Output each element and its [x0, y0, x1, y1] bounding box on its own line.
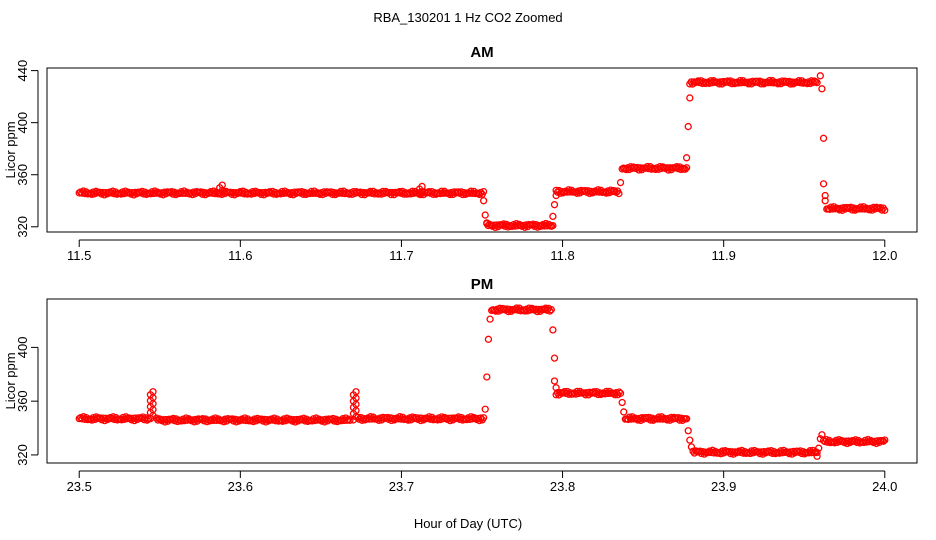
data-point	[813, 448, 821, 457]
y-axis-label: Licor ppm	[3, 121, 18, 178]
data-point	[816, 435, 824, 443]
data-point	[352, 388, 360, 396]
data-point	[484, 335, 493, 343]
x-tick-label: 12.0	[872, 248, 897, 263]
data-point	[686, 436, 694, 444]
x-tick-label: 11.6	[228, 248, 252, 263]
data-point	[821, 191, 829, 200]
data-point	[550, 201, 559, 209]
x-tick-label: 11.7	[389, 248, 413, 263]
data-point	[483, 373, 491, 381]
x-tick-label: 23.7	[389, 479, 414, 494]
data-point	[549, 326, 557, 334]
data-point	[616, 389, 625, 397]
data-point	[682, 164, 691, 172]
data-point	[684, 122, 692, 131]
data-point	[479, 197, 488, 205]
data-point	[681, 165, 689, 173]
y-tick-label: 400	[15, 337, 30, 359]
data-point	[815, 444, 823, 452]
data-point	[550, 377, 559, 385]
data-point	[620, 408, 628, 416]
data-point	[615, 388, 623, 396]
x-tick-label: 11.9	[711, 248, 735, 263]
y-axis: 320 360 400	[15, 337, 39, 466]
data-point	[481, 211, 489, 219]
y-tick-label: 400	[15, 112, 30, 134]
x-tick-label: 11.5	[67, 248, 91, 263]
data-point	[819, 134, 828, 142]
data-point	[483, 219, 491, 227]
y-tick-label: 320	[15, 216, 30, 238]
data-point	[486, 315, 494, 323]
y-tick-label: 360	[15, 164, 30, 186]
data-point	[687, 443, 696, 451]
x-axis-label: Hour of Day (UTC)	[414, 516, 522, 531]
y-axis: 320 360 400 440	[15, 60, 39, 238]
data-point	[881, 436, 889, 444]
plot-frame	[46, 67, 918, 233]
x-tick-label: 11.8	[550, 248, 574, 263]
data-point	[418, 182, 426, 191]
data-point	[618, 398, 626, 407]
data-point	[552, 191, 560, 200]
x-axis: 11.5 11.6 11.7 11.8 11.9 12.0	[67, 239, 897, 263]
data-point	[879, 437, 888, 445]
data-point	[477, 414, 485, 422]
data-point	[479, 414, 488, 422]
data-point	[813, 452, 821, 460]
data-point	[479, 187, 488, 196]
data-point	[218, 181, 226, 189]
data-point	[881, 206, 889, 214]
data-series	[75, 304, 889, 460]
data-point	[346, 416, 354, 424]
y-tick-label: 440	[15, 60, 30, 82]
data-point	[816, 72, 824, 80]
data-series	[75, 72, 889, 232]
x-tick-label: 23.9	[711, 479, 736, 494]
data-point	[149, 388, 157, 396]
data-point	[821, 197, 829, 205]
data-point	[615, 189, 623, 198]
data-point	[344, 415, 353, 423]
data-point	[682, 415, 691, 423]
data-point	[813, 79, 821, 87]
data-point	[616, 178, 625, 187]
x-tick-label: 23.5	[67, 479, 92, 494]
panel-title: AM	[470, 44, 493, 61]
data-point	[818, 431, 826, 439]
y-tick-label: 320	[15, 444, 30, 466]
data-point	[684, 427, 692, 435]
data-point	[686, 94, 694, 102]
chart-title: RBA_130201 1 Hz CO2 Zoomed	[373, 10, 562, 25]
panel-pm: PM 23.5 23.6 23.7 23.8 23.9 24.0 320 360 400Licor…	[3, 276, 918, 494]
panel-title: PM	[471, 276, 494, 293]
x-tick-label: 24.0	[872, 479, 897, 494]
data-point	[550, 354, 559, 362]
data-point	[547, 306, 555, 314]
plot-frame	[46, 298, 918, 464]
data-point	[682, 154, 691, 162]
data-point	[819, 180, 828, 188]
plot-panels: AM 11.5 11.6 11.7 11.8 11.9 12.0 320 360 400 440 Li…	[3, 44, 918, 494]
panel-am: AM 11.5 11.6 11.7 11.8 11.9 12.0 320 360 400 440 Li…	[3, 44, 918, 263]
data-point	[546, 307, 554, 315]
x-axis: 23.5 23.6 23.7 23.8 23.9 24.0	[67, 470, 897, 494]
data-point	[552, 384, 560, 392]
y-tick-label: 360	[15, 390, 30, 412]
data-point	[549, 221, 557, 230]
data-point	[549, 212, 557, 221]
x-tick-label: 23.8	[550, 479, 575, 494]
data-point	[481, 405, 489, 413]
data-point	[818, 85, 826, 93]
y-axis-label: Licor ppm	[3, 352, 18, 409]
x-tick-label: 23.6	[228, 479, 253, 494]
